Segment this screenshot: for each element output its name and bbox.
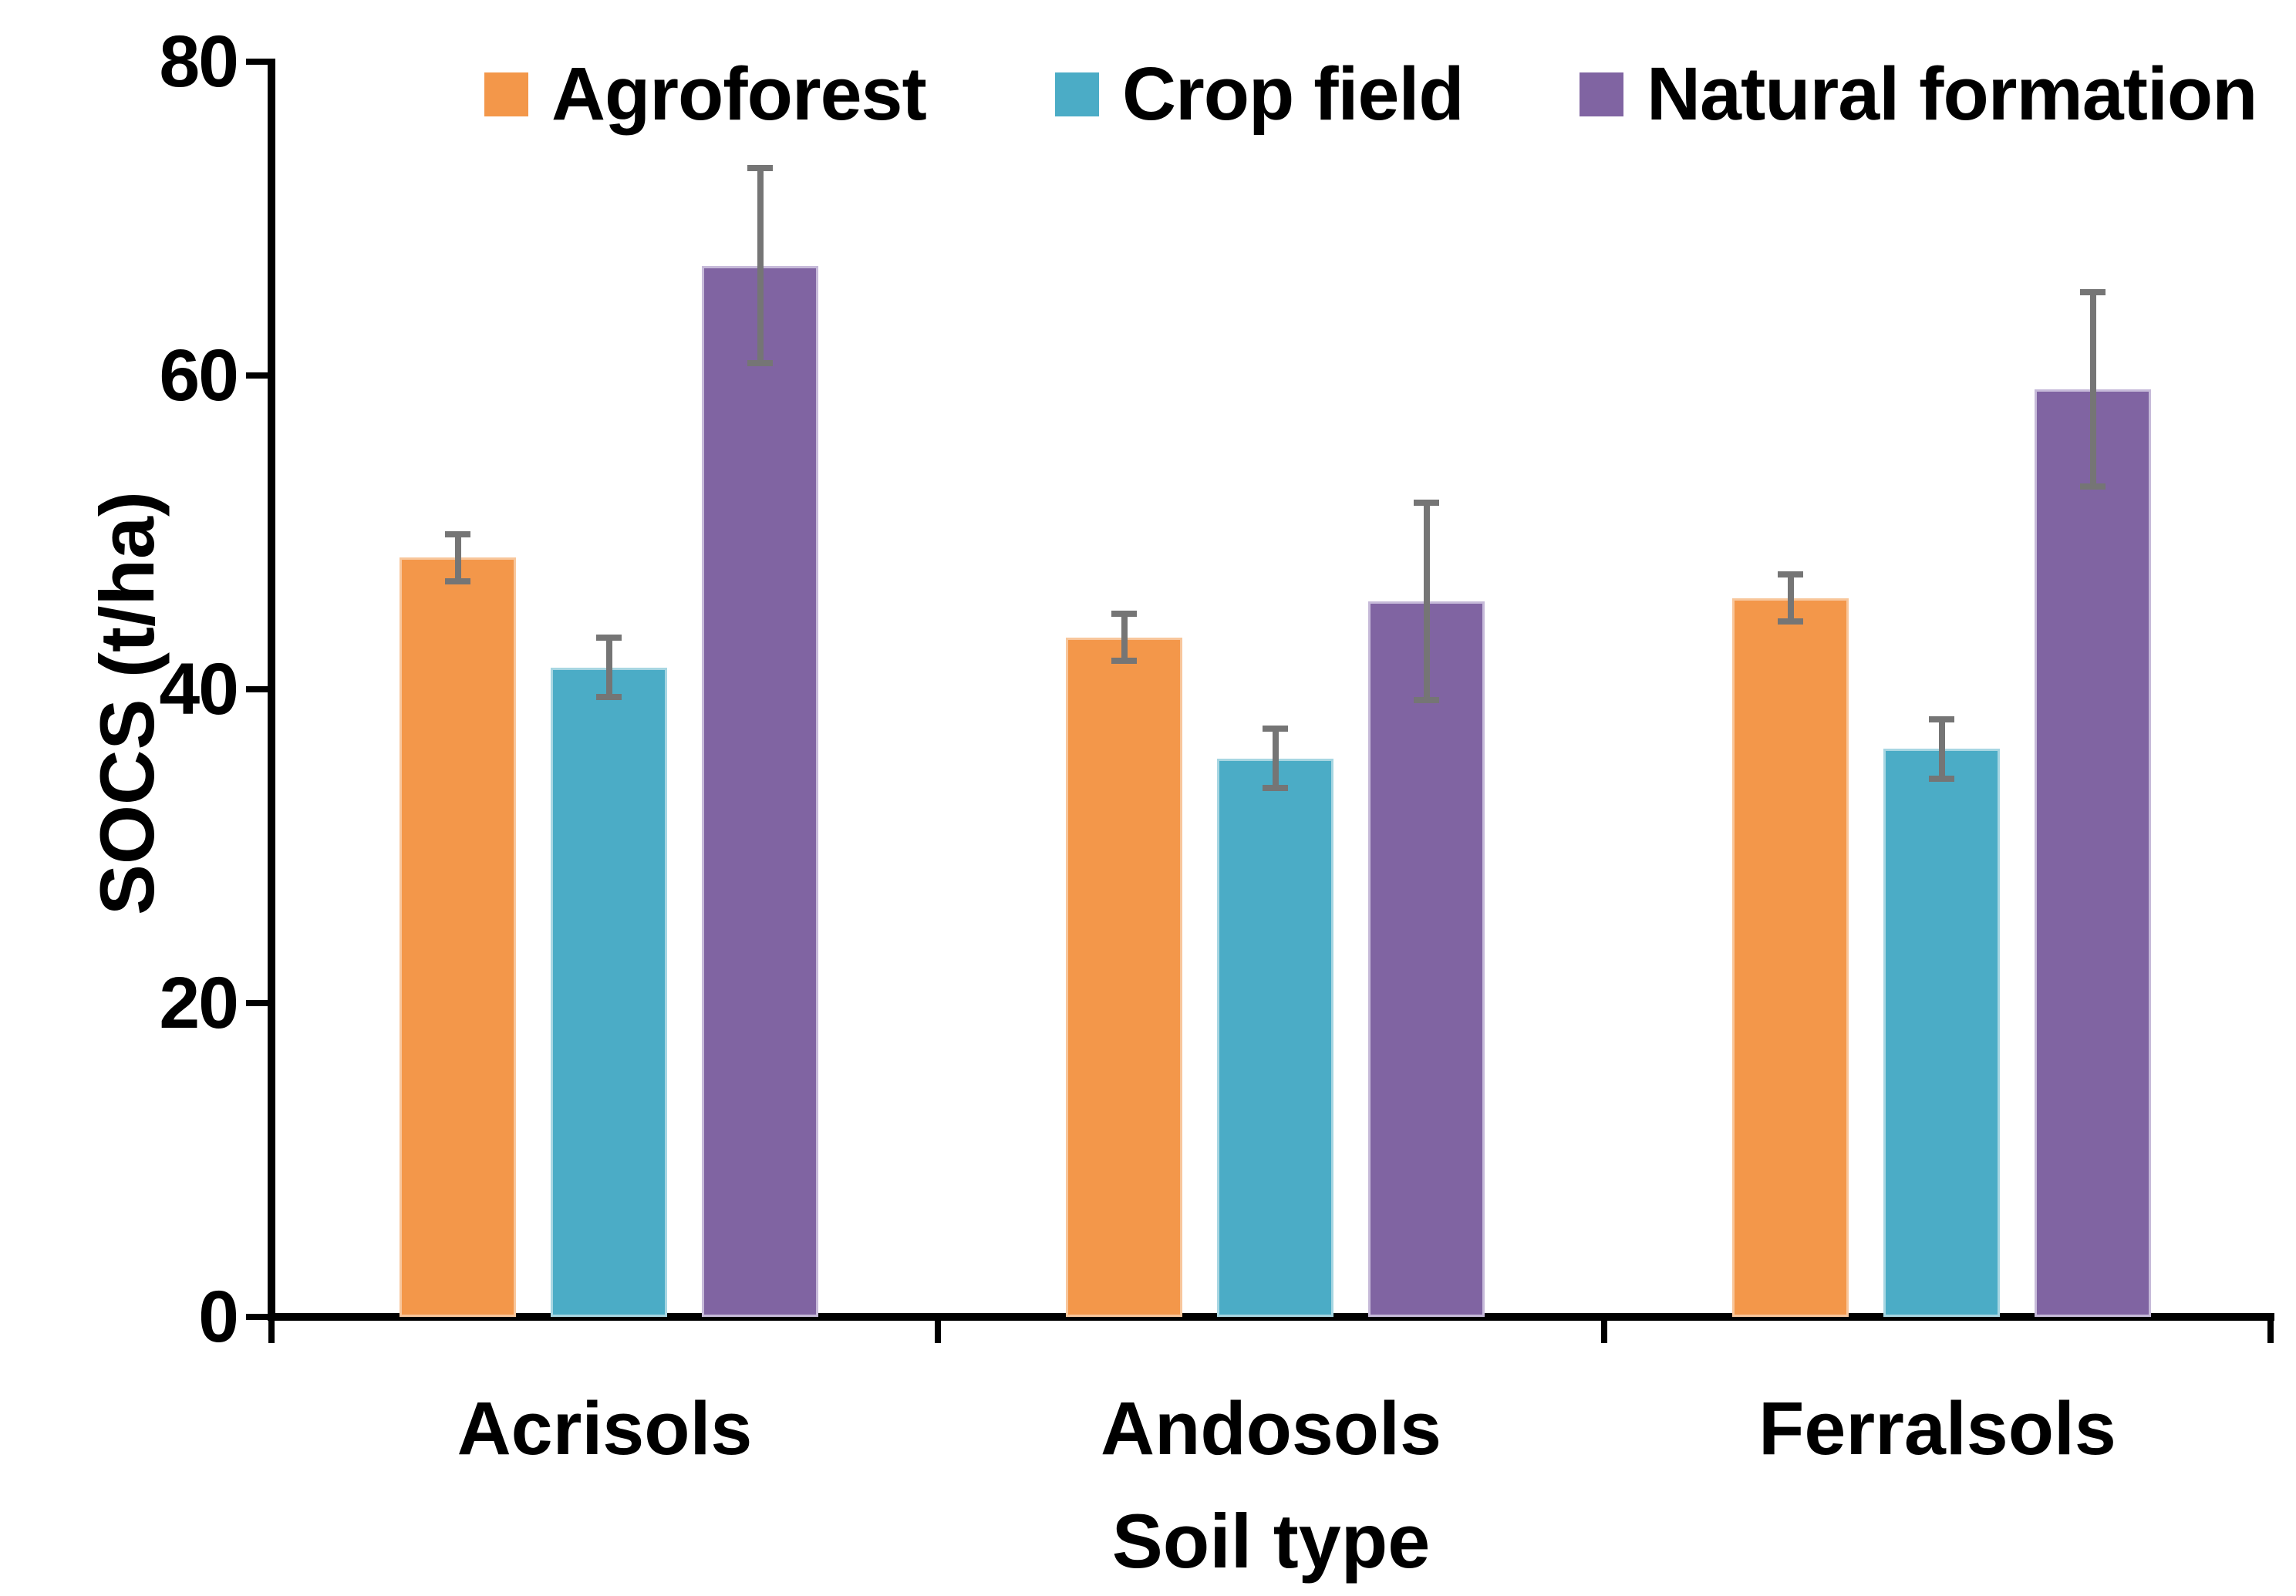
- errorbar-ferralsols-agroforest-cap-bottom: [1778, 618, 1803, 625]
- errorbar-andosols-agroforest-line: [1121, 614, 1128, 662]
- x-axis-line: [268, 1313, 2274, 1321]
- y-tick-80: [246, 59, 271, 65]
- x-tick-0: [268, 1317, 275, 1343]
- category-label-andosols: Andosols: [1101, 1386, 1441, 1470]
- errorbar-andosols-agroforest-cap-bottom: [1111, 658, 1137, 665]
- y-tick-label-80: 80: [159, 21, 239, 103]
- category-label-ferralsols: Ferralsols: [1758, 1386, 2116, 1470]
- y-tick-label-40: 40: [159, 648, 239, 730]
- bar-acrisols-agroforest: [400, 557, 516, 1317]
- errorbar-acrisols-natural-formation-line: [757, 168, 764, 363]
- errorbar-andosols-agroforest-cap-top: [1111, 611, 1137, 618]
- legend-label-agroforest: Agroforest: [551, 52, 927, 136]
- errorbar-acrisols-crop-field-line: [605, 637, 612, 698]
- legend-swatch-agroforest: [484, 72, 528, 116]
- errorbar-andosols-crop-field-cap-bottom: [1263, 785, 1288, 792]
- errorbar-acrisols-agroforest-cap-top: [445, 530, 470, 537]
- bar-andosols-natural-formation: [1368, 601, 1485, 1317]
- bar-ferralsols-crop-field: [1883, 749, 2000, 1317]
- bar-acrisols-natural-formation: [702, 265, 818, 1317]
- errorbar-ferralsols-crop-field-cap-bottom: [1929, 775, 1954, 782]
- errorbar-ferralsols-crop-field-line: [1938, 719, 1945, 779]
- x-tick-3: [2267, 1317, 2274, 1343]
- chart-legend: Agroforest Crop field Natural formation: [0, 0, 2296, 170]
- errorbar-acrisols-crop-field-cap-top: [596, 634, 622, 641]
- errorbar-acrisols-agroforest-line: [454, 534, 461, 581]
- y-tick-label-20: 20: [159, 962, 239, 1044]
- x-axis-title: Soil type: [1111, 1498, 1431, 1584]
- y-tick-label-0: 0: [198, 1276, 239, 1358]
- bar-ferralsols-natural-formation: [2035, 389, 2151, 1317]
- legend-label-crop-field: Crop field: [1122, 52, 1465, 136]
- errorbar-andosols-natural-formation-line: [1423, 502, 1430, 701]
- errorbar-acrisols-natural-formation-cap-top: [747, 165, 773, 172]
- errorbar-acrisols-agroforest-cap-bottom: [445, 577, 470, 584]
- errorbar-ferralsols-agroforest-line: [1787, 574, 1794, 622]
- errorbar-andosols-natural-formation-cap-top: [1414, 499, 1439, 506]
- x-tick-1: [935, 1317, 941, 1343]
- y-tick-0: [246, 1314, 271, 1320]
- errorbar-ferralsols-agroforest-cap-top: [1778, 571, 1803, 578]
- y-tick-20: [246, 1000, 271, 1006]
- legend-label-natural-formation: Natural formation: [1647, 52, 2257, 136]
- errorbar-andosols-crop-field-line: [1272, 728, 1279, 789]
- legend-swatch-natural-formation: [1580, 72, 1623, 116]
- errorbar-ferralsols-crop-field-cap-top: [1929, 716, 1954, 722]
- y-tick-label-60: 60: [159, 335, 239, 416]
- errorbar-ferralsols-natural-formation-cap-top: [2080, 289, 2106, 296]
- bar-ferralsols-agroforest: [1732, 598, 1849, 1317]
- legend-swatch-crop-field: [1055, 72, 1099, 116]
- legend-item-agroforest: Agroforest: [484, 51, 927, 137]
- legend-item-crop-field: Crop field: [1055, 51, 1465, 137]
- errorbar-andosols-crop-field-cap-top: [1263, 725, 1288, 732]
- errorbar-andosols-natural-formation-cap-bottom: [1414, 697, 1439, 704]
- category-label-acrisols: Acrisols: [457, 1386, 753, 1470]
- errorbar-acrisols-natural-formation-cap-bottom: [747, 359, 773, 366]
- legend-item-natural-formation: Natural formation: [1580, 51, 2257, 137]
- errorbar-ferralsols-natural-formation-cap-bottom: [2080, 483, 2106, 490]
- bar-andosols-agroforest: [1066, 637, 1182, 1317]
- x-tick-2: [1601, 1317, 1607, 1343]
- bar-andosols-crop-field: [1217, 758, 1333, 1317]
- errorbar-acrisols-crop-field-cap-bottom: [596, 694, 622, 701]
- bar-acrisols-crop-field: [551, 667, 667, 1317]
- y-tick-40: [246, 686, 271, 692]
- y-tick-60: [246, 372, 271, 379]
- y-axis-line: [268, 59, 275, 1321]
- errorbar-ferralsols-natural-formation-line: [2089, 292, 2096, 487]
